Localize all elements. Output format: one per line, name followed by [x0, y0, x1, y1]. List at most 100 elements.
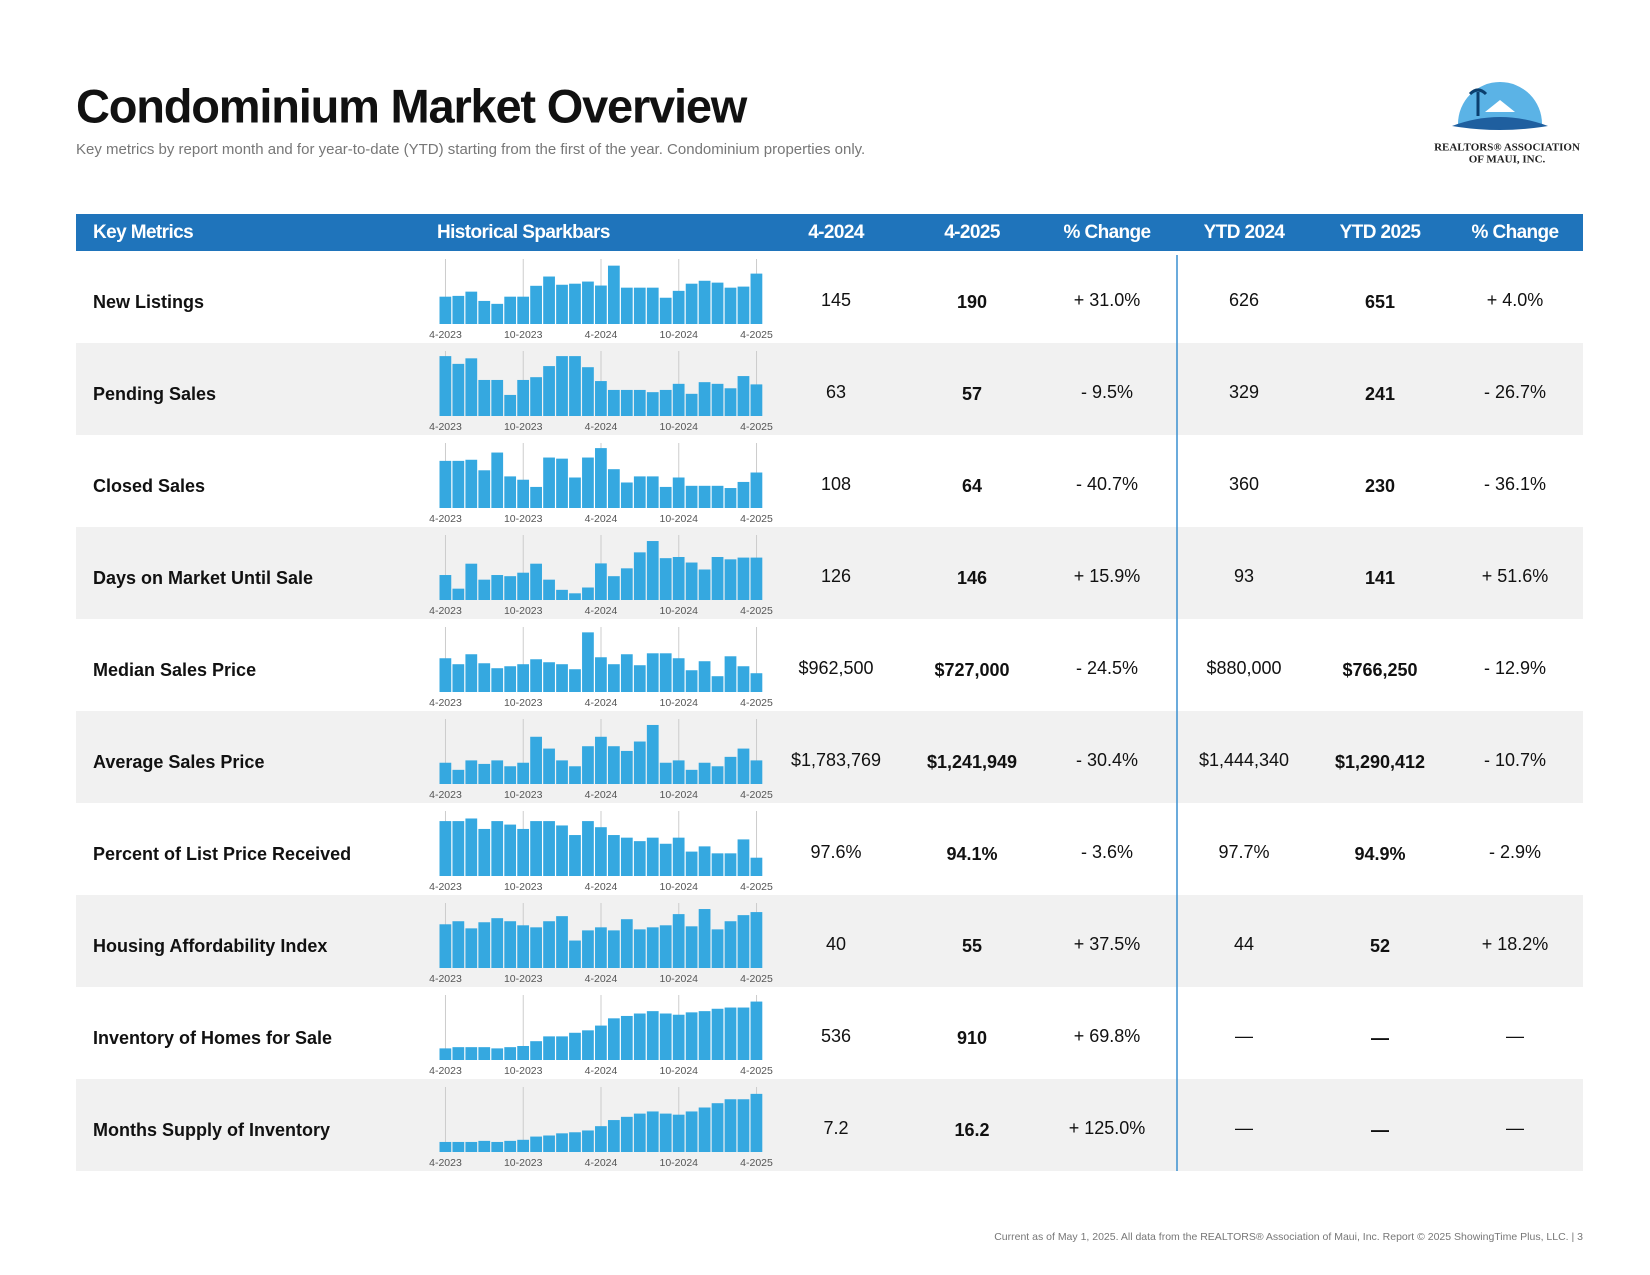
cell-value: 190 [957, 292, 987, 312]
spark-bar [465, 928, 478, 968]
cell-value: + 37.5% [1074, 934, 1141, 954]
footer: Current as of May 1, 2025. All data from… [994, 1231, 1583, 1243]
spark-bar [452, 588, 465, 600]
spark-bar [556, 284, 568, 324]
spark-date-label: 4-2025 [740, 697, 773, 709]
spark-bar [750, 1001, 763, 1060]
spark-bar [504, 766, 517, 784]
spark-bar [750, 912, 763, 968]
spark-date-label: 10-2023 [504, 1157, 543, 1169]
spark-bar [750, 673, 763, 692]
column-header: 4-2025 [944, 222, 1001, 243]
spark-bar [452, 1141, 465, 1152]
spark-bar [737, 481, 750, 508]
cell-value: + 31.0% [1074, 290, 1141, 310]
spark-bar [582, 367, 594, 416]
column-header: % Change [1471, 222, 1558, 243]
cell-value: — [1506, 1026, 1524, 1046]
spark-date-label: 10-2024 [659, 789, 698, 801]
spark-bar [685, 769, 698, 784]
spark-bar [750, 273, 763, 324]
cell-value: 230 [1365, 476, 1395, 496]
spark-date-label: 4-2023 [429, 1065, 462, 1077]
spark-bar [530, 736, 542, 784]
spark-bar [582, 821, 594, 876]
spark-bar [530, 659, 542, 692]
spark-bar [620, 919, 633, 968]
spark-date-label: 4-2023 [429, 973, 462, 985]
spark-bar [543, 366, 555, 416]
cell-value: 64 [962, 476, 982, 496]
spark-bar [711, 1008, 724, 1060]
spark-bar [698, 1011, 711, 1060]
row-background [76, 527, 1583, 619]
spark-bar [556, 589, 568, 600]
spark-bar [698, 846, 711, 876]
spark-bar [543, 921, 555, 968]
cell-value: $766,250 [1342, 660, 1417, 680]
spark-bar [491, 303, 504, 324]
spark-bar [530, 486, 542, 508]
spark-date-label: 10-2023 [504, 697, 543, 709]
spark-bar [478, 379, 491, 416]
spark-bar [633, 665, 646, 692]
spark-date-label: 4-2025 [740, 973, 773, 985]
spark-bar [607, 576, 620, 600]
spark-bar [659, 925, 672, 968]
spark-bar [620, 389, 633, 416]
spark-bar [737, 839, 750, 876]
cell-value: — [1235, 1118, 1253, 1138]
spark-bar [646, 724, 659, 784]
cell-value: 536 [821, 1026, 851, 1046]
spark-bar [452, 921, 465, 968]
spark-bar [556, 916, 568, 968]
spark-bar [478, 300, 491, 324]
spark-bar [672, 383, 685, 416]
spark-bar [543, 1135, 555, 1152]
spark-date-label: 4-2025 [740, 513, 773, 525]
spark-bar [595, 927, 607, 968]
spark-date-label: 10-2024 [659, 1065, 698, 1077]
spark-date-label: 10-2023 [504, 513, 543, 525]
cell-value: - 40.7% [1076, 474, 1138, 494]
spark-bar [724, 388, 737, 416]
spark-bar [543, 457, 555, 508]
spark-bar [633, 929, 646, 968]
spark-bar [517, 925, 530, 968]
metric-label: Inventory of Homes for Sale [93, 1028, 332, 1048]
spark-bar [582, 1030, 594, 1060]
spark-date-label: 4-2025 [740, 329, 773, 341]
spark-bar [737, 557, 750, 600]
spark-bar [582, 587, 594, 600]
spark-bar [672, 1114, 685, 1152]
spark-bar [737, 748, 750, 784]
spark-bar [750, 760, 763, 784]
cell-value: 63 [826, 382, 846, 402]
spark-bar [595, 1025, 607, 1060]
spark-bar [439, 821, 452, 876]
spark-date-label: 10-2023 [504, 1065, 543, 1077]
spark-bar [685, 670, 698, 692]
spark-bar [465, 1047, 478, 1060]
spark-bar [750, 857, 763, 876]
spark-bar [452, 363, 465, 416]
spark-bar [750, 557, 763, 600]
metric-label: Closed Sales [93, 476, 205, 496]
spark-bar [620, 482, 633, 508]
spark-bar [439, 762, 452, 784]
cell-value: 52 [1370, 936, 1390, 956]
metric-label: Percent of List Price Received [93, 844, 351, 864]
column-header: 4-2024 [808, 222, 865, 243]
cell-value: 329 [1229, 382, 1259, 402]
spark-bar [646, 541, 659, 600]
row-background [76, 343, 1583, 435]
spark-date-label: 4-2024 [585, 789, 618, 801]
spark-bar [646, 1111, 659, 1152]
spark-bar [711, 557, 724, 600]
spark-bar [698, 1107, 711, 1152]
spark-bar [478, 1140, 491, 1152]
spark-bar [569, 766, 581, 784]
spark-date-label: 4-2024 [585, 513, 618, 525]
spark-bar [504, 394, 517, 416]
